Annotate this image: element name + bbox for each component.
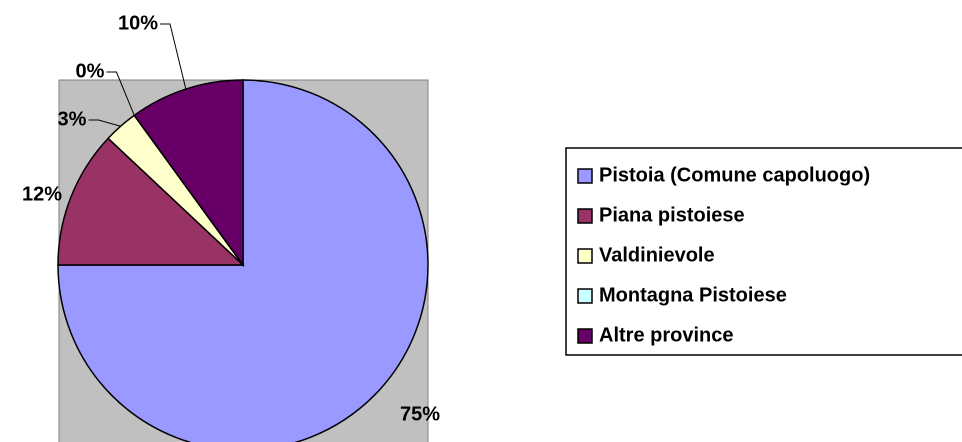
legend-label: Valdinievole (599, 244, 715, 266)
legend-label: Montagna Pistoiese (599, 284, 787, 306)
legend-label: Pistoia (Comune capoluogo) (599, 164, 870, 186)
leader-line (160, 23, 187, 90)
legend-swatch (577, 288, 593, 304)
data-label: 10% (118, 12, 158, 34)
pie-slice (57, 79, 429, 442)
data-label: 75% (400, 403, 440, 425)
leader-line (106, 71, 135, 116)
legend-label: Altre province (599, 324, 733, 346)
pie-slice (133, 79, 244, 268)
pie-slice (57, 137, 245, 266)
data-label: 0% (76, 60, 105, 82)
legend-swatch (577, 208, 593, 224)
legend-swatch (577, 328, 593, 344)
legend-swatch (577, 168, 593, 184)
data-label: 12% (22, 183, 62, 205)
legend-swatch (577, 248, 593, 264)
data-label: 3% (58, 108, 87, 130)
legend-label: Piana pistoiese (599, 204, 745, 226)
legend-box (565, 147, 962, 356)
leader-line (88, 119, 121, 127)
